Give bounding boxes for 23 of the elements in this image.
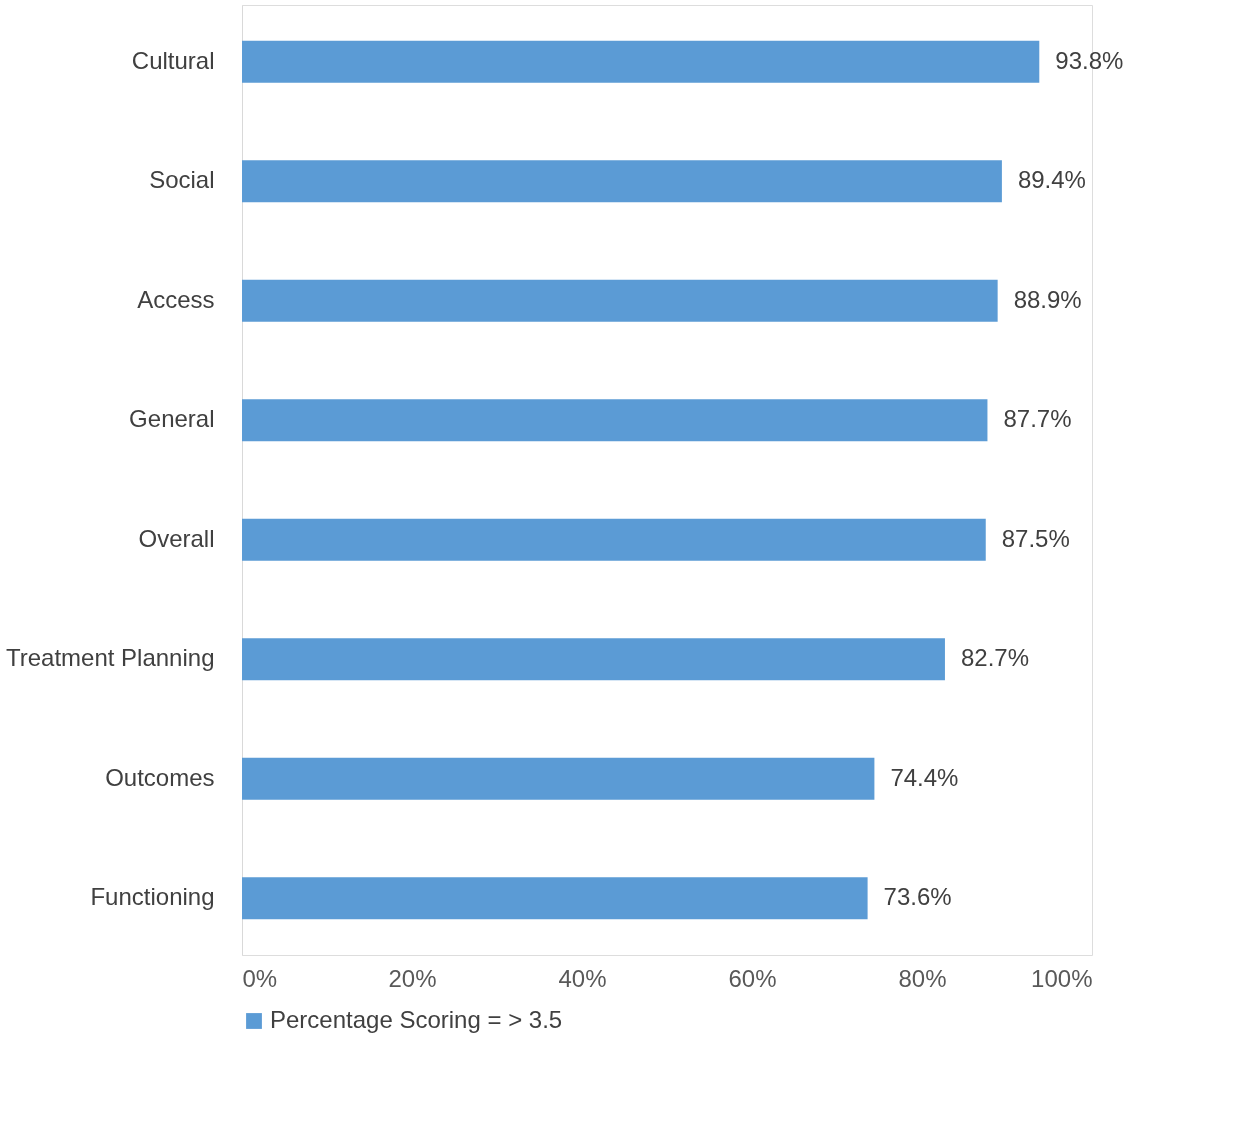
y-tick-label: Cultural — [131, 46, 215, 74]
y-tick-label: Functioning — [90, 883, 215, 911]
x-tick-label: 40% — [558, 964, 607, 992]
y-tick-label: General — [129, 405, 215, 433]
data-label: 93.8% — [1055, 46, 1124, 74]
data-label: 88.9% — [1013, 285, 1082, 313]
data-label: 87.5% — [1001, 524, 1070, 552]
x-tick-label: 80% — [898, 964, 947, 992]
data-label: 82.7% — [960, 644, 1030, 672]
data-label: 89.4% — [1017, 166, 1086, 194]
legend-label: Percentage Scoring = > 3.5 — [270, 1006, 563, 1033]
data-label: 74.4% — [890, 763, 959, 791]
y-tick-label: Outcomes — [105, 763, 215, 791]
y-tick-label: Access — [137, 285, 215, 313]
y-tick-label: Social — [149, 166, 215, 194]
y-tick-label: Treatment Planning — [5, 644, 215, 672]
data-label: 87.7% — [1003, 405, 1072, 433]
y-tick-label: Overall — [138, 524, 215, 552]
x-tick-label: 20% — [388, 964, 437, 992]
x-tick-label: 0% — [242, 964, 278, 992]
x-tick-label: 100% — [1031, 964, 1093, 992]
data-label: 73.6% — [883, 883, 952, 911]
x-tick-label: 60% — [728, 964, 777, 992]
